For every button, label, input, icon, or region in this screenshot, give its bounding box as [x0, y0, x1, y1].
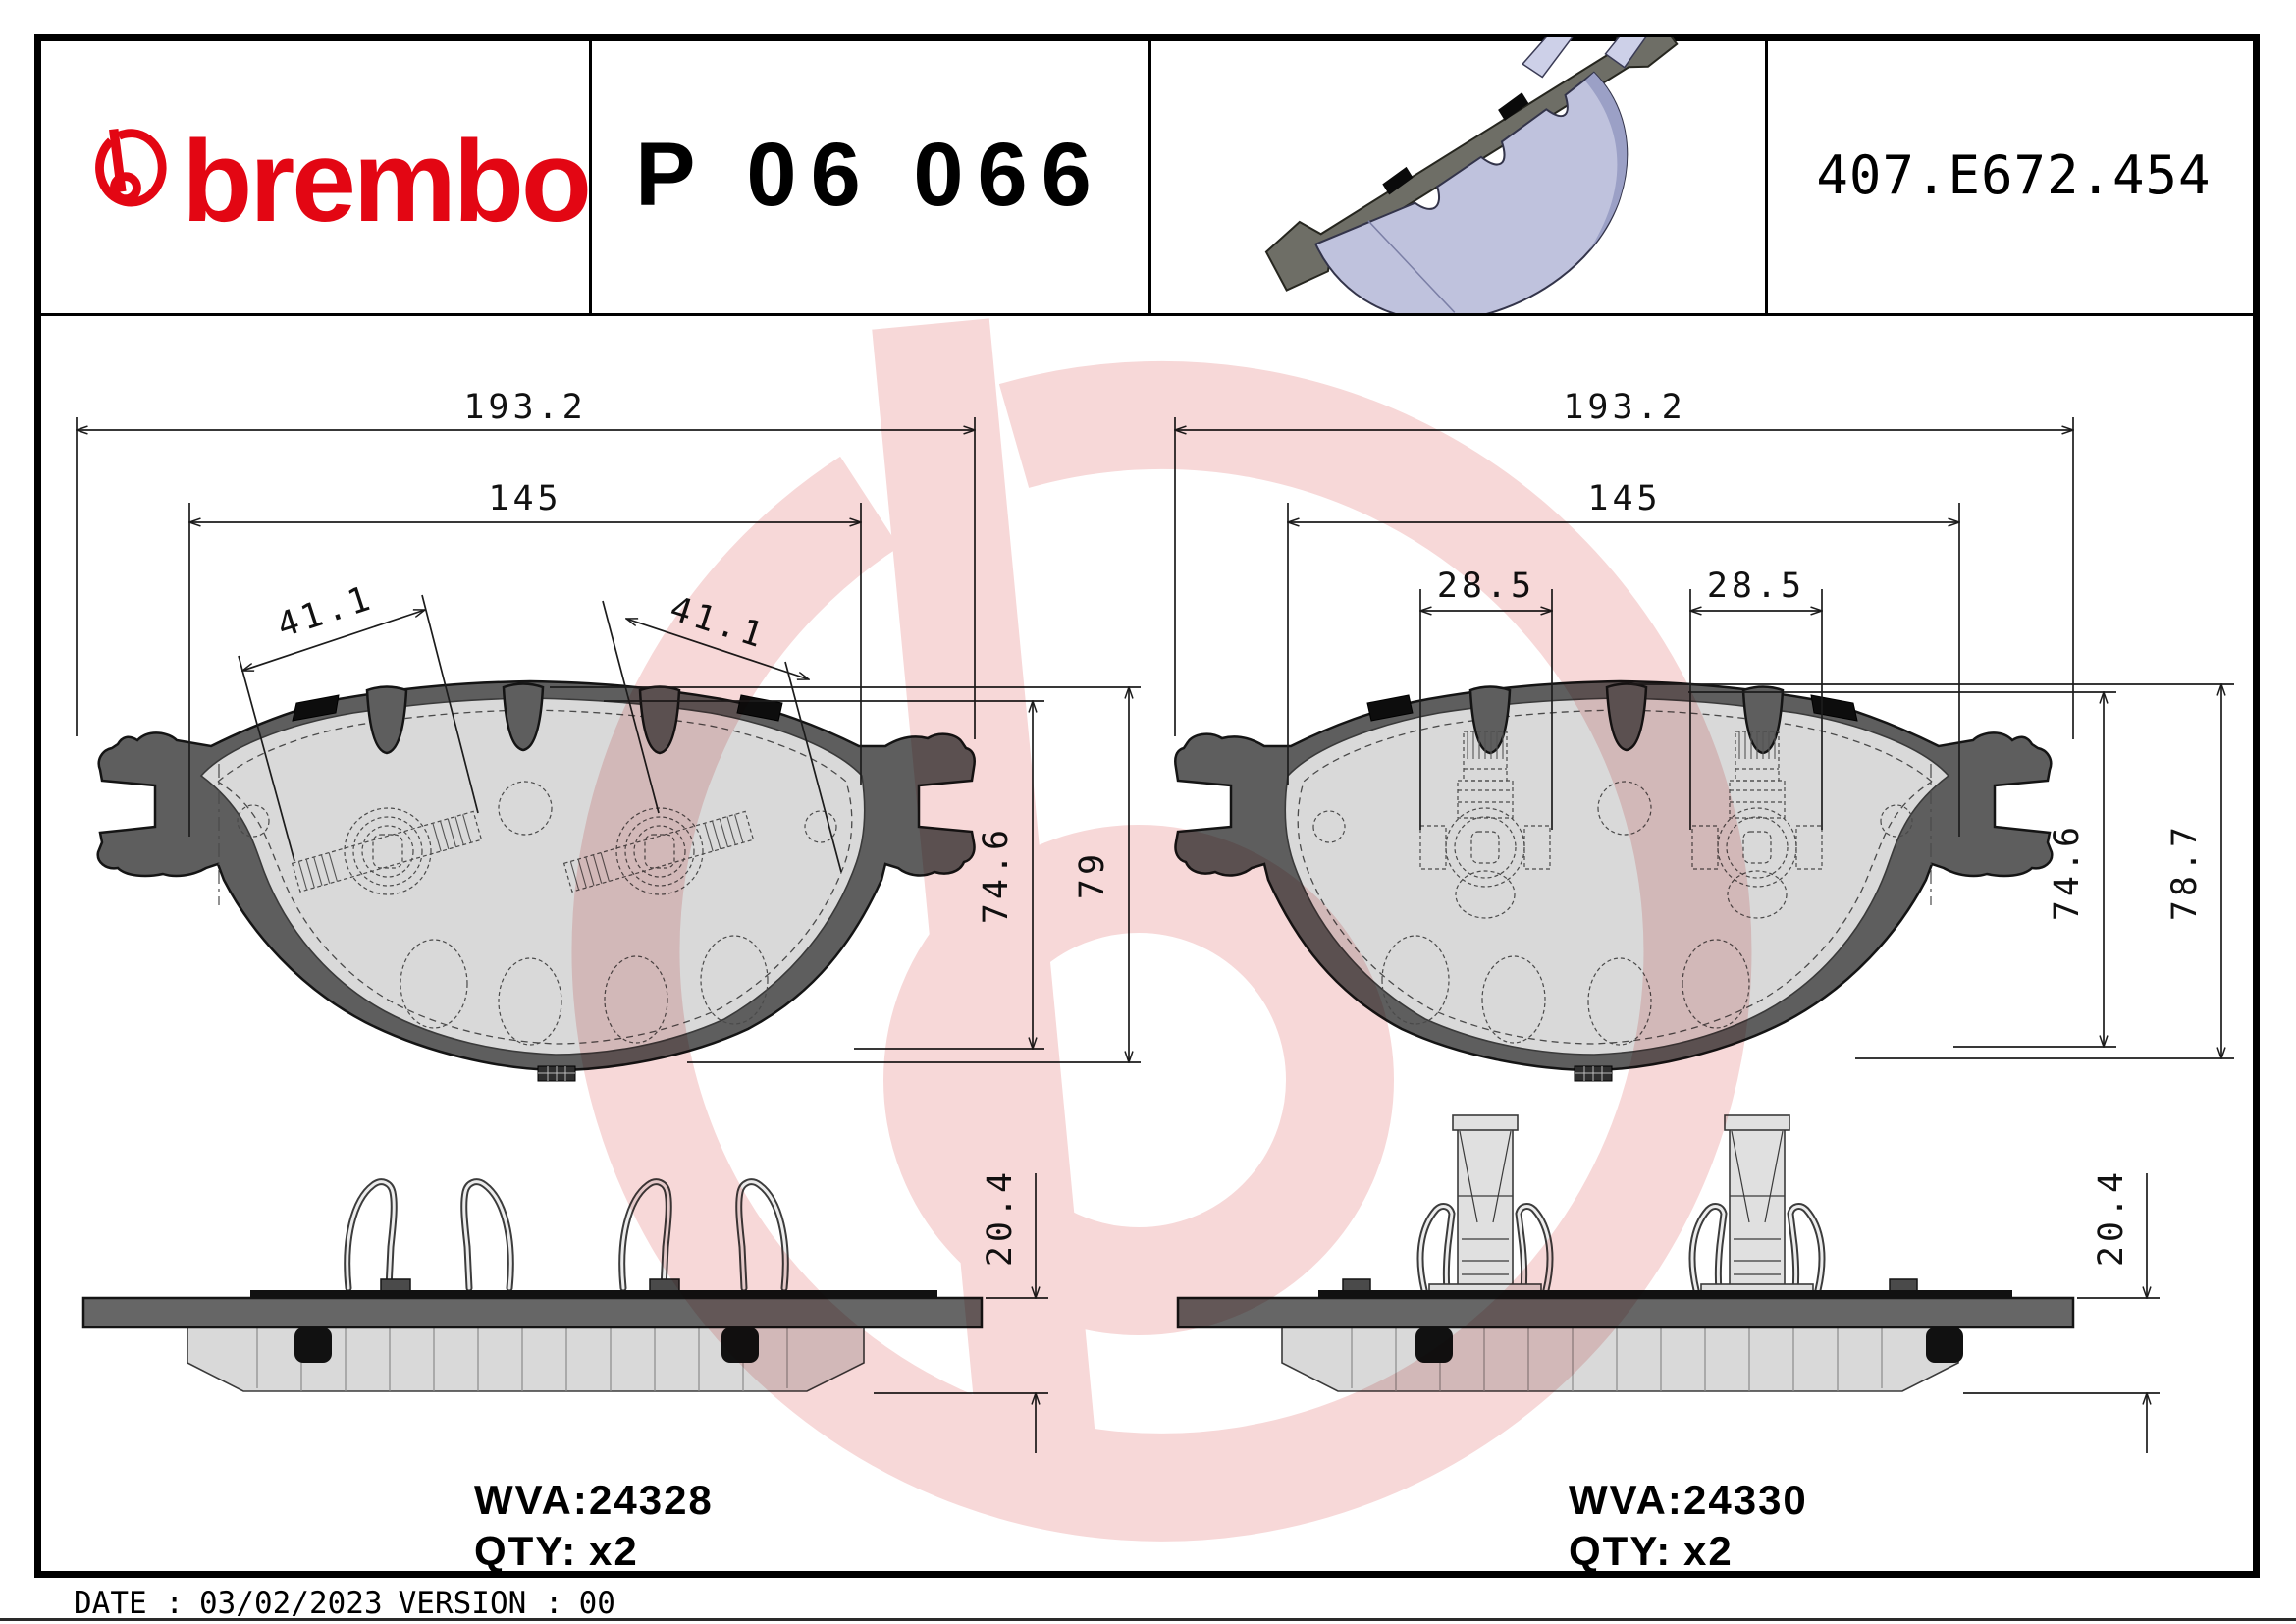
version-label: VERSION : [398, 1586, 563, 1621]
header-cell-divider-2 [1148, 34, 1151, 316]
brand-cell: brembo [41, 37, 592, 313]
header-cell-divider-1 [589, 34, 592, 316]
date-value: 03/02/2023 [198, 1586, 383, 1621]
catalog-code: 407.E672.454 [1816, 144, 2212, 206]
dim-label-right-sensor-b: 28.5 [1707, 567, 1805, 606]
right-wva-label: WVA: [1569, 1477, 1683, 1523]
dim-label-left-overall-width: 193.2 [463, 388, 586, 427]
left-wva-value: 24328 [589, 1477, 714, 1523]
dim-label-right-overall-width: 193.2 [1563, 388, 1685, 427]
dim-label-left-sensor-a: 41.1 [273, 578, 379, 646]
date-label: DATE : [74, 1586, 184, 1621]
header-cell-divider-3 [1765, 34, 1768, 316]
header-divider [34, 313, 2260, 316]
dim-label-left-overall-height: 79 [1073, 850, 1112, 899]
dim-label-right-overall-height: 78.7 [2165, 823, 2205, 921]
dim-label-right-pad-width: 145 [1587, 479, 1661, 518]
dim-label-left-inner-height: 74.6 [977, 826, 1016, 924]
left-part-info: WVA: 24328 QTY: x2 [474, 1477, 714, 1574]
right-qty-value: x2 [1683, 1528, 1734, 1574]
left-pad-front-view [96, 679, 976, 1083]
right-pad-front-view [1174, 679, 2054, 1083]
brembo-logo-icon [95, 128, 167, 206]
brand-name: brembo [182, 116, 592, 246]
left-qty-value: x2 [589, 1528, 639, 1574]
dim-label-left-pad-width: 145 [488, 479, 561, 518]
part-number: P 06 066 [635, 125, 1105, 225]
dim-label-left-thickness: 20.4 [981, 1168, 1020, 1267]
part-number-cell: P 06 066 [592, 37, 1148, 313]
right-pad-side-view [1176, 1114, 2075, 1392]
version-value: 00 [578, 1586, 615, 1621]
dim-label-right-thickness: 20.4 [2092, 1168, 2131, 1267]
dim-label-right-inner-height: 74.6 [2048, 823, 2087, 921]
pad-3d-render [1264, 37, 1679, 313]
right-wva-value: 24330 [1683, 1477, 1808, 1523]
left-pad-side-view [81, 1178, 984, 1392]
footer: DATE : 03/02/2023 VERSION : 00 [74, 1586, 615, 1621]
catalog-code-cell: 407.E672.454 [1768, 37, 2260, 313]
left-qty-label: QTY: [474, 1528, 577, 1574]
dim-label-left-sensor-b: 41.1 [666, 589, 772, 657]
dim-label-right-sensor-a: 28.5 [1437, 567, 1535, 606]
right-part-info: WVA: 24330 QTY: x2 [1569, 1477, 1808, 1574]
page-bottom-rule [0, 1618, 2296, 1621]
left-wva-label: WVA: [474, 1477, 589, 1523]
right-qty-label: QTY: [1569, 1528, 1672, 1574]
